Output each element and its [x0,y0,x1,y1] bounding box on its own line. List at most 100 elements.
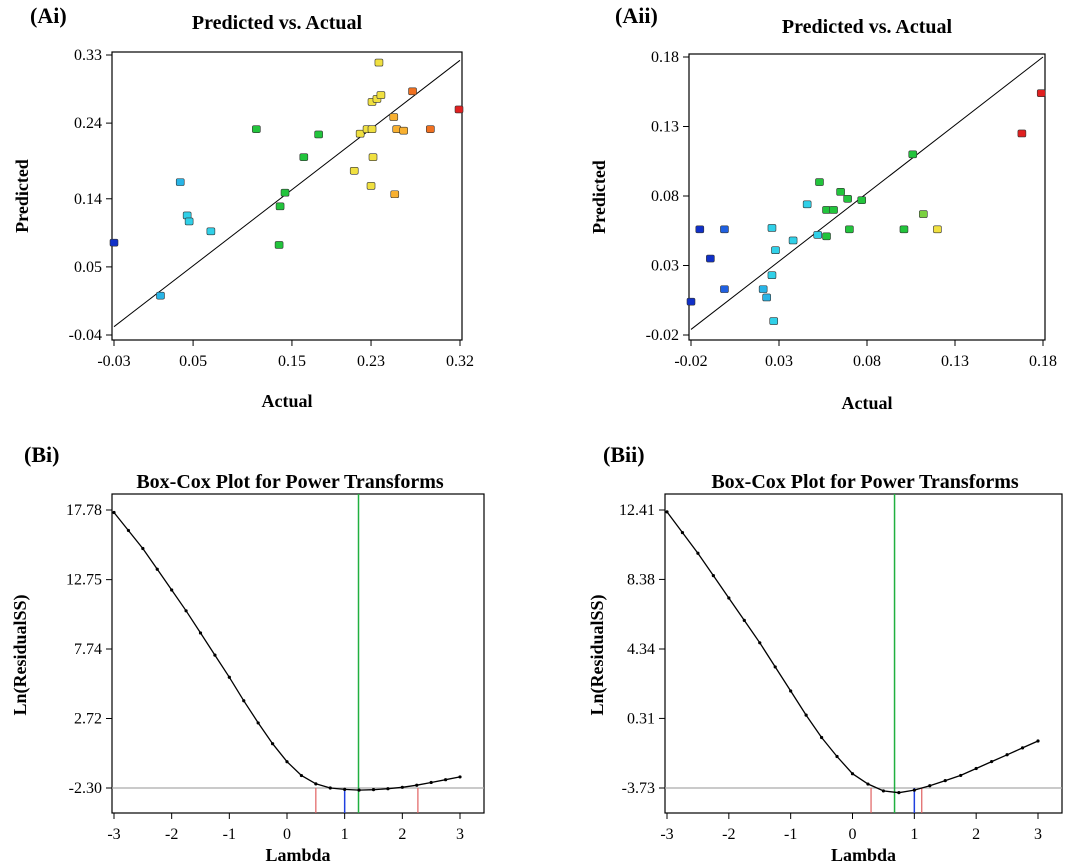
y-tick-label: 12.75 [66,572,102,589]
data-point [390,190,400,199]
data-point [109,238,119,247]
curve-point [912,788,916,792]
x-tick-label: 0.08 [853,353,881,370]
curve-point [270,742,275,746]
plot-frame [111,493,485,814]
curve-point [170,588,174,592]
curve-point [959,773,963,778]
y-tick-label: 0.14 [74,191,102,208]
y-tick-label: 0.31 [627,710,655,727]
x-tick-label: 0.03 [765,353,793,370]
data-point [367,125,377,133]
y-tick-label: 8.38 [627,571,655,588]
curve-point [328,786,332,790]
data-point [374,58,384,67]
y-axis-label: Predicted [589,160,609,234]
curve-point [1036,739,1040,743]
curve-point [299,773,304,778]
curve-point [773,665,777,669]
y-tick-label: -2.30 [69,780,102,797]
data-point [899,225,909,234]
x-tick-label: 0 [849,826,857,843]
panel-label: (Ai) [30,3,67,28]
data-point [426,125,435,133]
x-tick-label: -2 [722,826,735,843]
curve-point [990,760,994,764]
curve-point [458,775,462,779]
curve-point [443,778,448,782]
x-axis-label: Actual [842,393,893,413]
y-tick-label: 7.74 [74,641,102,658]
boxcox-curve [666,511,1039,794]
y-axis-label: Predicted [12,159,32,233]
y-axis-label: Ln(ResidualSS) [10,594,31,715]
curve-point [213,653,217,657]
data-point [843,194,852,203]
chart-panel-3: (Bi) Box-Cox Plot for Power Transforms -3 -… [10,442,485,865]
y-tick-label: 4.34 [627,641,655,658]
data-point [355,129,365,138]
curve-point [227,675,231,679]
x-tick-label: 2 [398,826,406,843]
curve-point [881,789,886,793]
curve-point [429,780,433,785]
x-tick-label: -3 [107,826,120,843]
x-tick-label: -3 [660,826,673,843]
x-tick-label: -2 [165,826,178,843]
curve-point [696,551,700,555]
curve-point [343,787,347,791]
data-point [184,217,194,226]
data-point [813,231,823,239]
curve-point [974,766,978,771]
x-tick-label: 0.23 [357,353,385,370]
curve-point [314,782,318,786]
data-point [408,87,417,96]
curve-point [126,528,131,533]
data-point [252,125,261,133]
curve-point [850,772,855,776]
chart-title: Predicted vs. Actual [192,12,363,34]
panel-label: (Bii) [603,442,645,467]
x-tick-label: -1 [784,826,797,843]
y-tick-label: 0.03 [651,258,679,275]
curve-point [357,788,361,792]
data-point [829,206,838,214]
x-axis-label: Lambda [831,845,896,865]
curve-point [727,596,731,600]
data-point [695,225,705,234]
x-tick-label: -1 [223,826,236,843]
data-point [275,202,285,211]
data-point [175,178,185,186]
chart-title: Box-Cox Plot for Power Transforms [711,471,1019,493]
x-tick-label: 0 [283,826,291,843]
data-point [314,130,323,139]
data-point [933,225,942,234]
y-tick-label: 0.24 [74,115,102,132]
curve-point [866,782,870,786]
reference-line [690,56,1044,330]
data-point [274,241,284,249]
curve-point [256,721,260,725]
data-point [788,236,798,245]
data-point [836,188,845,196]
x-tick-label: -0.02 [674,353,707,370]
x-tick-label: 3 [1034,826,1042,843]
x-tick-label: 0.32 [446,353,474,370]
chart-title: Predicted vs. Actual [782,16,953,38]
curve-point [928,784,932,788]
data-point [706,254,715,263]
y-tick-label: -0.02 [646,327,679,344]
x-tick-label: 0.05 [179,353,207,370]
plot-frame [111,51,463,341]
y-tick-label: 0.33 [74,47,102,64]
curve-point [242,699,246,703]
data-point [822,232,831,241]
y-tick-label: 0.05 [74,259,102,276]
x-tick-label: 1 [341,826,349,843]
y-axis-label: Ln(ResidualSS) [587,594,608,715]
data-point [349,166,359,175]
data-point [454,105,464,114]
chart-panel-2: (Aii) Predicted vs. Actual -0.02 0.03 0.08 0.… [589,3,1057,413]
plot-frame [664,493,1063,814]
